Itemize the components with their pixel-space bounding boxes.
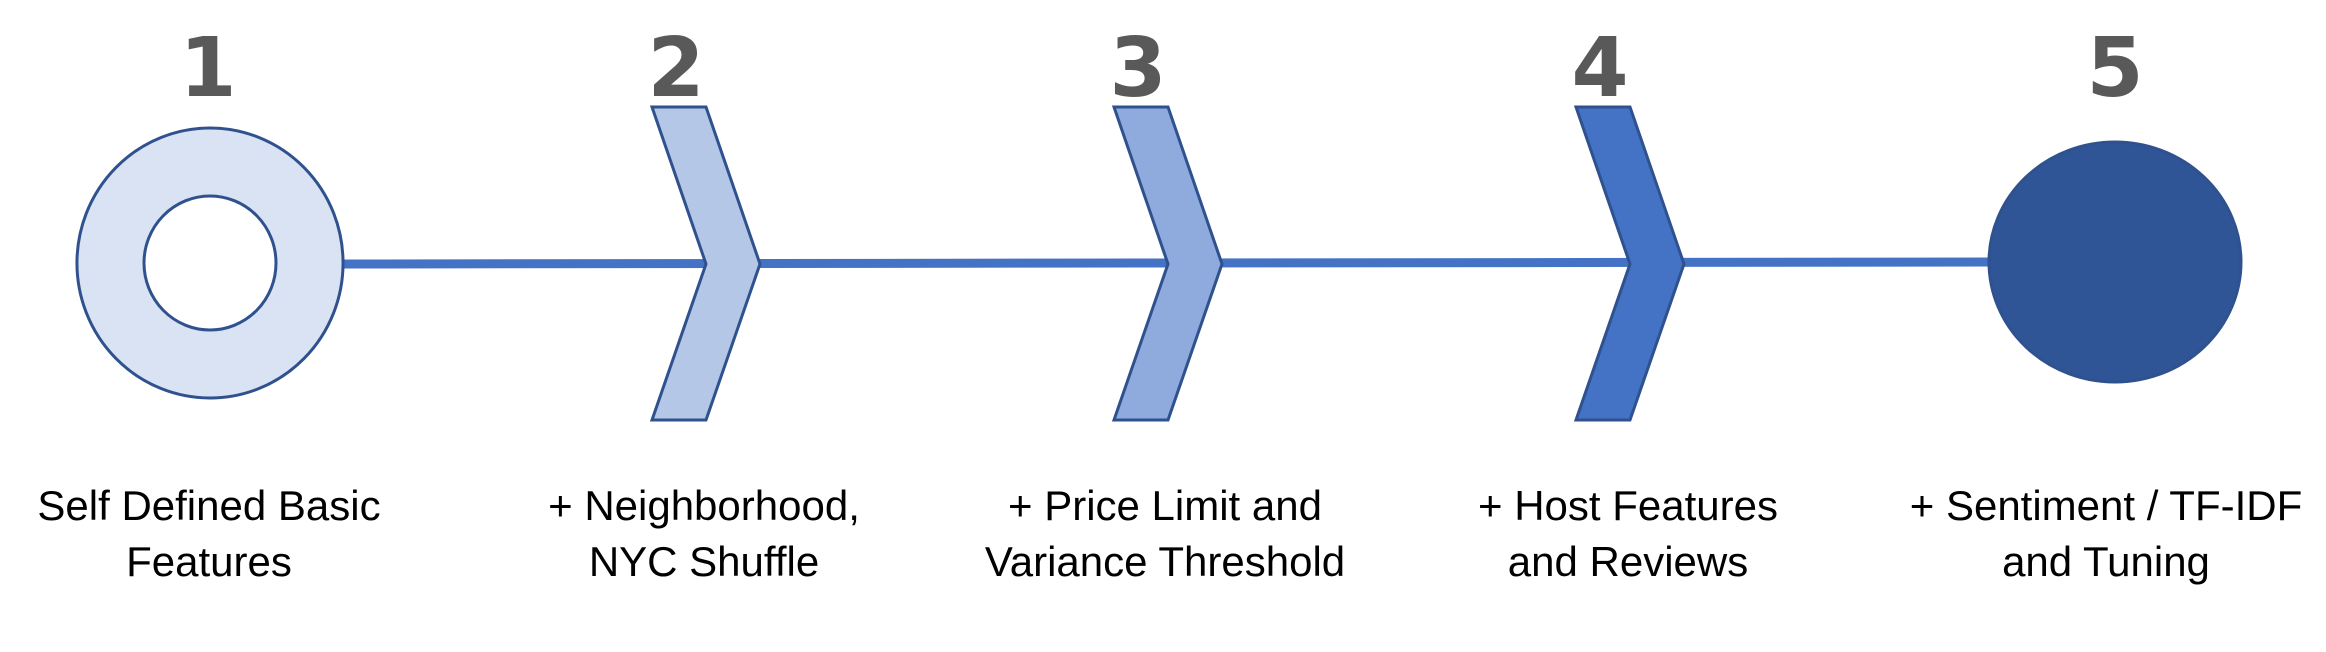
step-1-label-line-2: Features — [126, 538, 292, 585]
step-2-chevron-marker — [649, 105, 762, 422]
step-2-label-line-2: NYC Shuffle — [588, 538, 820, 585]
step-1-label-line-1: Self Defined Basic — [37, 482, 381, 529]
step-1-number: 1 — [179, 21, 237, 116]
step-3-label-line-2: Variance Threshold — [984, 538, 1346, 585]
step-4-number: 4 — [1571, 21, 1629, 116]
step-5-filled-circle-marker — [1987, 140, 2243, 384]
step-2-label: + Neighborhood, NYC Shuffle — [484, 478, 924, 590]
step-4-label-line-2: and Reviews — [1507, 538, 1749, 585]
step-5-label-line-2: and Tuning — [2002, 538, 2210, 585]
step-1-ring-marker — [75, 126, 345, 400]
step-4-label-line-1: + Host Features — [1478, 482, 1778, 529]
step-2-number: 2 — [647, 21, 705, 116]
step-5-label-line-1: + Sentiment / TF-IDF — [1909, 482, 2303, 529]
step-4-label: + Host Features and Reviews — [1408, 478, 1848, 590]
step-4-chevron-marker — [1573, 105, 1686, 422]
step-3-label-line-1: + Price Limit and — [1008, 482, 1322, 529]
step-3-chevron-marker — [1111, 105, 1224, 422]
step-1-label: Self Defined Basic Features — [0, 478, 429, 590]
step-2-label-line-1: + Neighborhood, — [548, 482, 860, 529]
step-5-number: 5 — [2086, 21, 2144, 116]
step-5-label: + Sentiment / TF-IDF and Tuning — [1886, 478, 2326, 590]
step-3-label: + Price Limit and Variance Threshold — [945, 478, 1385, 590]
step-3-number: 3 — [1109, 21, 1167, 116]
